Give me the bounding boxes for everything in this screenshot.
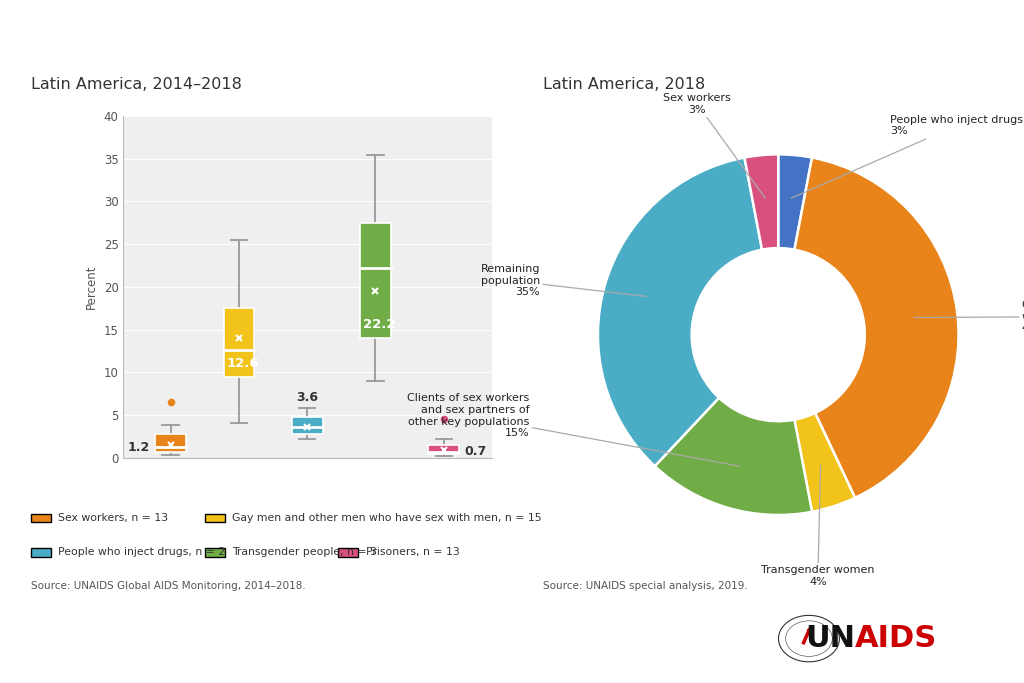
Wedge shape — [744, 154, 778, 250]
Wedge shape — [654, 398, 812, 515]
Bar — [428, 445, 459, 454]
Text: Prisoners, n = 13: Prisoners, n = 13 — [366, 547, 460, 557]
Text: UN: UN — [805, 624, 855, 653]
Text: Distribution of new HIV infections
(aged 15–49 years), by population group: Distribution of new HIV infections (aged… — [538, 3, 1024, 62]
Text: People who inject drugs
3%: People who inject drugs 3% — [792, 115, 1023, 198]
Bar — [360, 223, 391, 338]
Bar — [292, 417, 323, 434]
Text: People who inject drugs, n = 2: People who inject drugs, n = 2 — [58, 547, 225, 557]
Text: Transgender people, n = 3: Transgender people, n = 3 — [232, 547, 378, 557]
Text: Remaining
population
35%: Remaining population 35% — [480, 264, 646, 297]
Wedge shape — [598, 158, 762, 466]
Text: Source: UNAIDS special analysis, 2019.: Source: UNAIDS special analysis, 2019. — [543, 581, 748, 591]
Text: 3.6: 3.6 — [296, 391, 318, 404]
Bar — [156, 434, 186, 451]
Text: 0.7: 0.7 — [465, 445, 486, 458]
Text: Sex workers, n = 13: Sex workers, n = 13 — [58, 513, 169, 523]
Text: Clients of sex workers
and sex partners of
other key populations
15%: Clients of sex workers and sex partners … — [408, 393, 740, 466]
Circle shape — [691, 248, 865, 421]
Text: 12.6: 12.6 — [226, 357, 259, 370]
Text: Transgender women
4%: Transgender women 4% — [761, 465, 874, 587]
Bar — [223, 308, 254, 376]
Text: 22.2: 22.2 — [362, 318, 395, 331]
Text: Latin America, 2014–2018: Latin America, 2014–2018 — [31, 77, 242, 92]
Wedge shape — [795, 413, 855, 512]
Wedge shape — [795, 158, 958, 498]
Wedge shape — [778, 154, 812, 250]
Text: Gay men and other men
who have sex with men
40%: Gay men and other men who have sex with … — [914, 300, 1024, 333]
Text: HIV prevalence
among key populations: HIV prevalence among key populations — [26, 3, 335, 62]
Text: Source: UNAIDS Global AIDS Monitoring, 2014–2018.: Source: UNAIDS Global AIDS Monitoring, 2… — [31, 581, 305, 591]
Y-axis label: Percent: Percent — [85, 264, 98, 309]
Text: Latin America, 2018: Latin America, 2018 — [543, 77, 705, 92]
Text: Sex workers
3%: Sex workers 3% — [664, 93, 765, 198]
Text: 1.2: 1.2 — [128, 441, 150, 454]
Text: AIDS: AIDS — [855, 624, 937, 653]
Text: Gay men and other men who have sex with men, n = 15: Gay men and other men who have sex with … — [232, 513, 542, 523]
